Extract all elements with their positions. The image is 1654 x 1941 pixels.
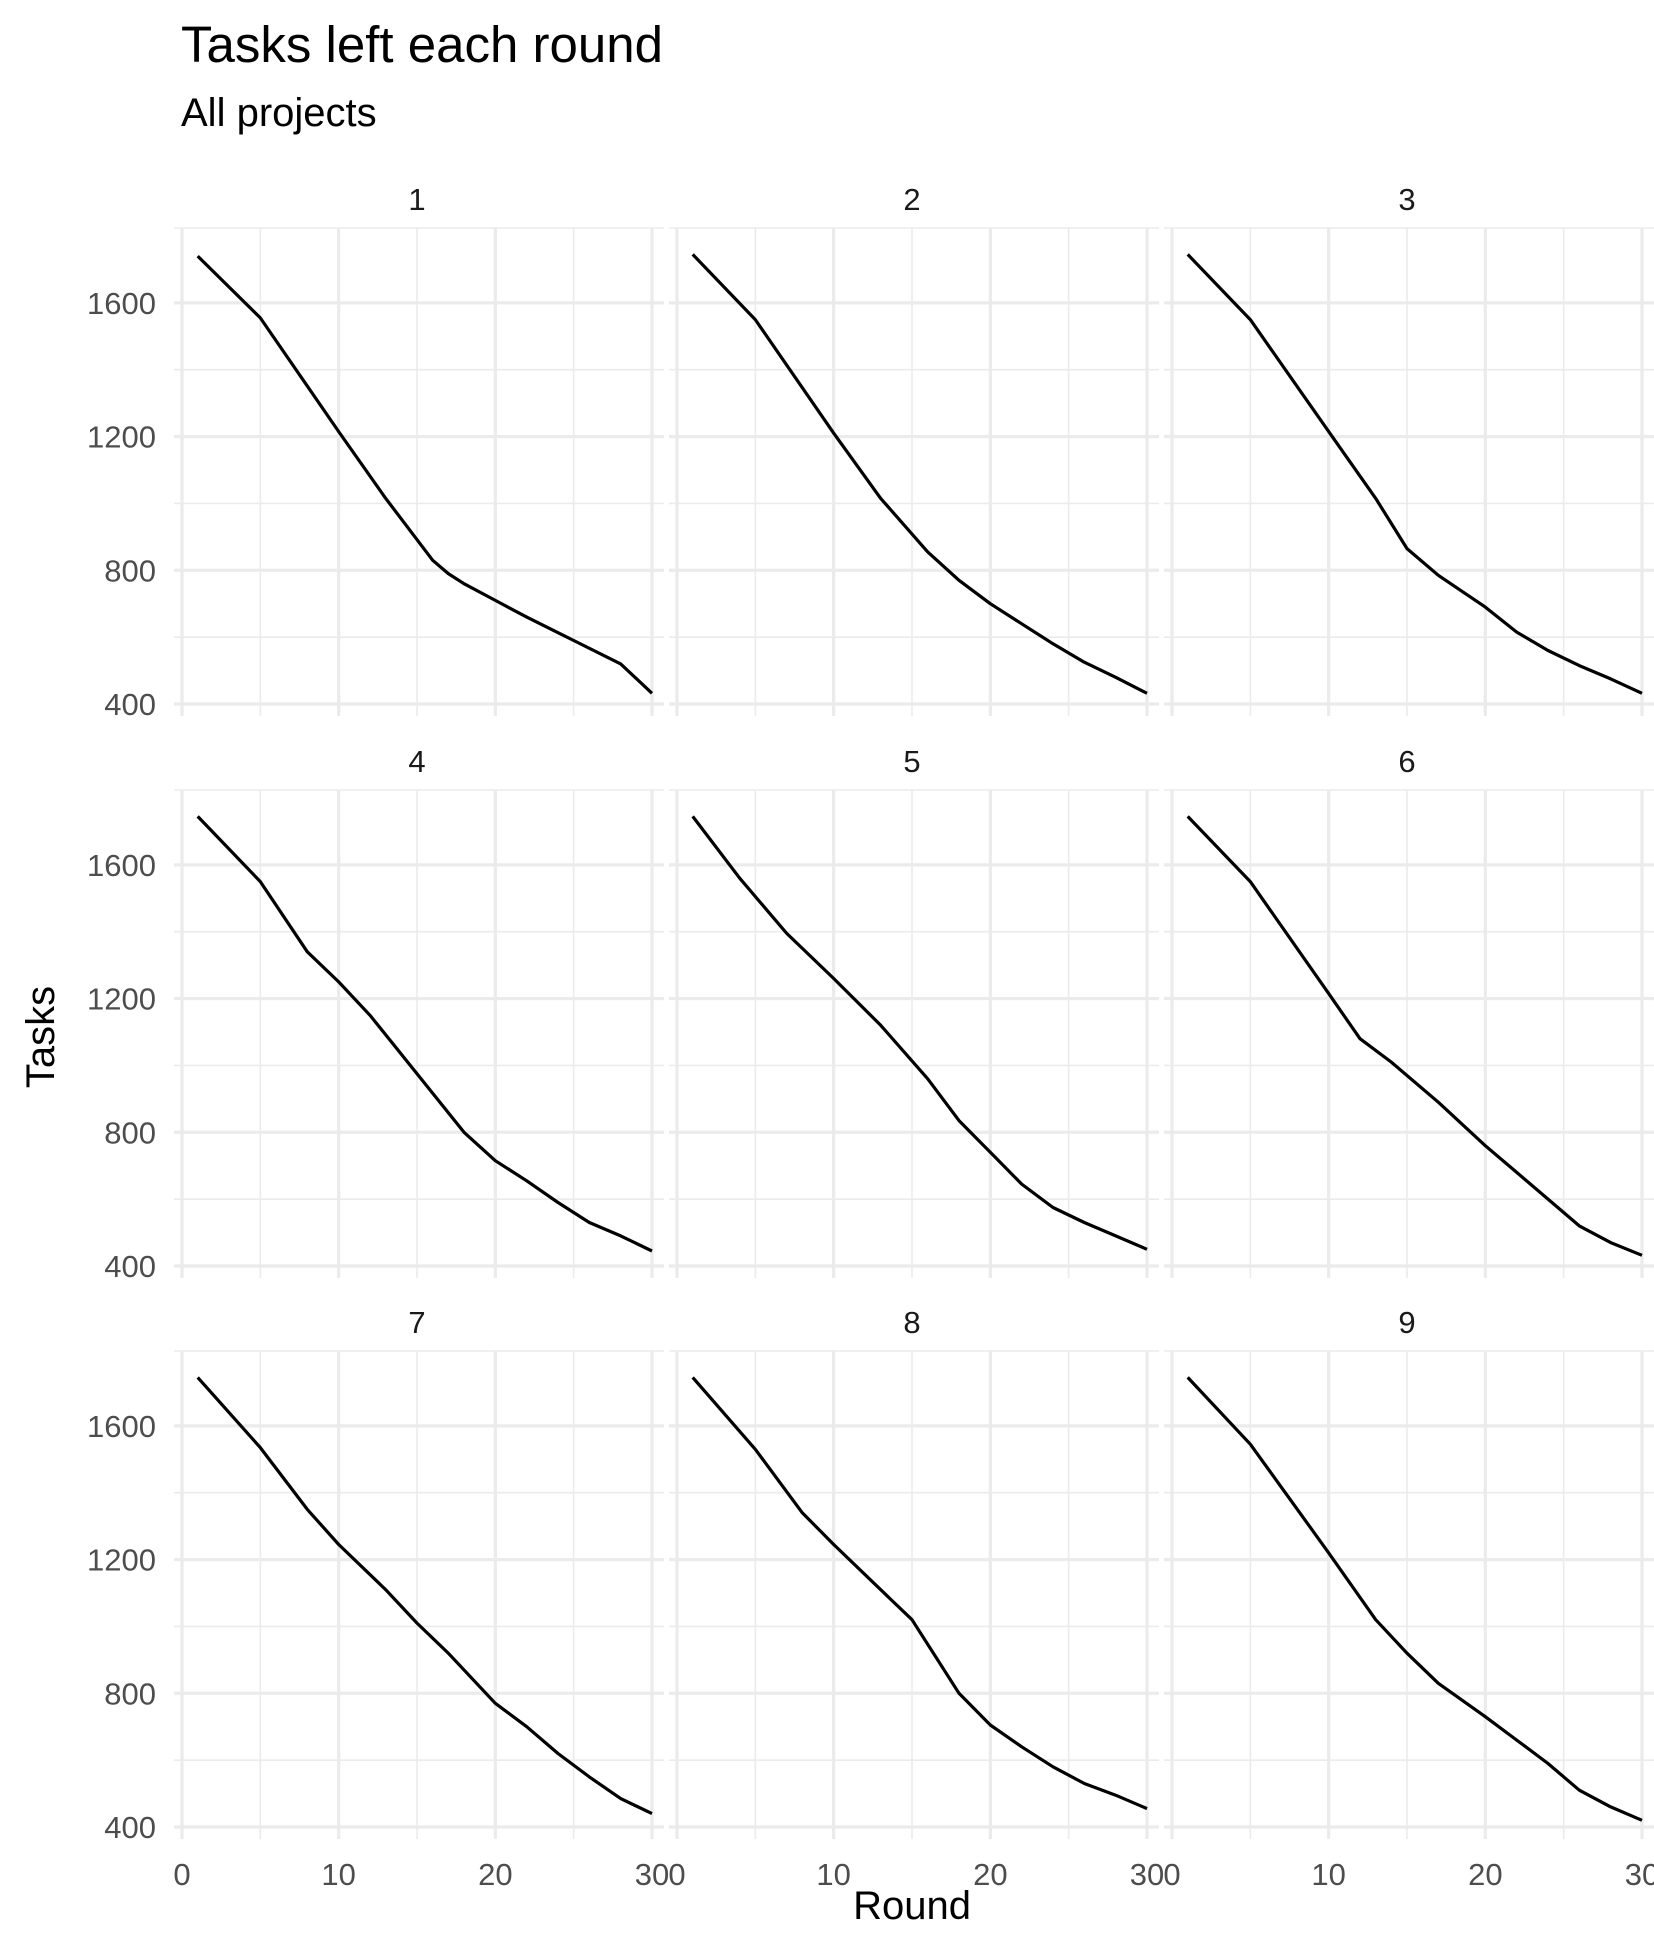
y-tick-label: 800 — [104, 1115, 156, 1150]
y-tick-label: 1600 — [87, 848, 156, 883]
y-axis-title: Tasks — [19, 986, 63, 1088]
series-line-7 — [196, 1376, 653, 1816]
facet-strip-label: 7 — [408, 1305, 425, 1340]
facet-strip-label: 9 — [1398, 1305, 1415, 1340]
series-line-8 — [691, 1376, 1148, 1811]
y-tick-label: 1600 — [87, 1409, 156, 1444]
facet-panel-9: 9 0 10 20 30 — [1163, 1305, 1654, 1892]
facet-strip-label: 8 — [903, 1305, 920, 1340]
facet-panel-6: 6 — [1164, 744, 1654, 1278]
series-line-4 — [196, 815, 653, 1253]
x-tick-label: 0 — [173, 1857, 190, 1892]
chart-title: Tasks left each round — [181, 16, 663, 73]
y-tick-label: 800 — [104, 1676, 156, 1711]
facet-strip-label: 5 — [903, 744, 920, 779]
x-tick-label: 30 — [1130, 1857, 1164, 1892]
x-tick-label: 20 — [973, 1857, 1007, 1892]
x-tick-label: 20 — [1468, 1857, 1502, 1892]
series-line-9 — [1186, 1376, 1643, 1822]
y-tick-label: 1200 — [87, 982, 156, 1017]
y-tick-label: 1200 — [87, 420, 156, 455]
facet-strip-label: 4 — [408, 744, 425, 779]
facet-panel-8: 8 0 10 20 30 — [668, 1305, 1164, 1892]
x-axis-title: Round — [853, 1884, 971, 1928]
facet-strip-label: 3 — [1398, 182, 1415, 217]
facet-panel-7: 7 400 800 1200 1600 0 10 20 30 — [87, 1305, 669, 1892]
series-line-5 — [691, 815, 1148, 1251]
facet-strip-label: 1 — [408, 182, 425, 217]
series-line-2 — [691, 253, 1148, 695]
x-tick-label: 10 — [816, 1857, 850, 1892]
series-line-1 — [196, 254, 654, 695]
y-tick-label: 800 — [104, 553, 156, 588]
facet-panel-5: 5 — [669, 744, 1159, 1278]
y-tick-label: 1600 — [87, 286, 156, 321]
y-tick-label: 1200 — [87, 1543, 156, 1578]
y-tick-label: 400 — [104, 1249, 156, 1284]
x-tick-label: 10 — [1311, 1857, 1345, 1892]
series-line-6 — [1186, 815, 1643, 1257]
facet-panel-4: 4 400 800 1200 1600 — [87, 744, 664, 1284]
y-tick-label: 400 — [104, 1810, 156, 1845]
y-tick-label: 400 — [104, 687, 156, 722]
x-tick-label: 30 — [1625, 1857, 1654, 1892]
x-tick-label: 20 — [478, 1857, 512, 1892]
chart-subtitle: All projects — [181, 91, 377, 135]
facet-panel-2: 2 — [669, 182, 1159, 716]
facet-panel-3: 3 — [1164, 182, 1654, 716]
x-tick-label: 0 — [668, 1857, 685, 1892]
series-line-3 — [1186, 253, 1643, 695]
facet-strip-label: 2 — [903, 182, 920, 217]
facet-strip-label: 6 — [1398, 744, 1415, 779]
facet-panel-1: 1 400 800 1200 1600 — [87, 182, 664, 722]
x-tick-label: 0 — [1163, 1857, 1180, 1892]
x-tick-label: 30 — [635, 1857, 669, 1892]
x-tick-label: 10 — [321, 1857, 355, 1892]
